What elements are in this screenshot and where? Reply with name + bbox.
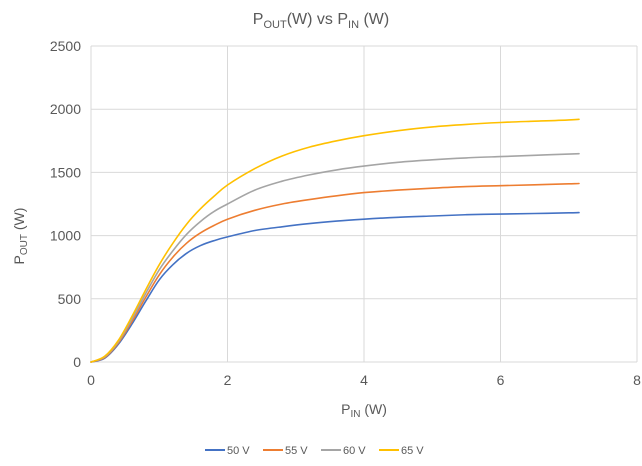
legend-label: 65 V xyxy=(401,445,424,457)
y-tick-label: 2500 xyxy=(50,38,81,54)
x-tick-label: 8 xyxy=(633,372,641,388)
y-tick-label: 1000 xyxy=(50,228,81,244)
gridlines xyxy=(90,45,638,363)
series-line-65v xyxy=(90,118,580,363)
series-line-50v xyxy=(90,211,580,363)
legend-label: 60 V xyxy=(343,445,366,457)
y-tick-label: 2000 xyxy=(50,101,81,117)
y-axis-title: POUT (W) xyxy=(11,208,30,265)
x-axis-title: PIN (W) xyxy=(341,401,387,420)
y-axis-title-p: P xyxy=(11,255,27,264)
y-tick-labels: 0 500 1000 1500 2000 2500 xyxy=(50,38,81,370)
legend-label: 55 V xyxy=(285,445,308,457)
y-axis-title-end: (W) xyxy=(11,208,27,234)
x-tick-label: 0 xyxy=(87,372,95,388)
x-tick-label: 6 xyxy=(497,372,505,388)
y-tick-label: 500 xyxy=(58,291,82,307)
x-axis-title-p: P xyxy=(341,401,350,417)
x-tick-label: 2 xyxy=(224,372,232,388)
legend-label: 50 V xyxy=(227,445,250,457)
y-tick-label: 0 xyxy=(73,354,81,370)
series-lines xyxy=(90,118,580,363)
x-tick-label: 4 xyxy=(360,372,368,388)
chart-title-p1: P xyxy=(253,11,264,28)
chart-title-sub1: OUT xyxy=(263,19,287,31)
y-tick-label: 1500 xyxy=(50,164,81,180)
y-axis-title-sub: OUT xyxy=(19,234,30,255)
x-axis-title-sub: IN xyxy=(350,409,360,420)
chart-title-sub2: IN xyxy=(348,19,359,31)
legend: 50 V 55 V 60 V 65 V xyxy=(205,445,424,457)
series-line-60v xyxy=(90,152,580,363)
chart-title-mid: (W) vs P xyxy=(287,11,348,28)
x-tick-labels: 0 2 4 6 8 xyxy=(87,372,641,388)
series-line-55v xyxy=(90,182,580,363)
chart-title: POUT(W) vs PIN (W) xyxy=(253,11,389,31)
x-axis-title-end: (W) xyxy=(360,401,386,417)
chart-title-end: (W) xyxy=(359,11,389,28)
